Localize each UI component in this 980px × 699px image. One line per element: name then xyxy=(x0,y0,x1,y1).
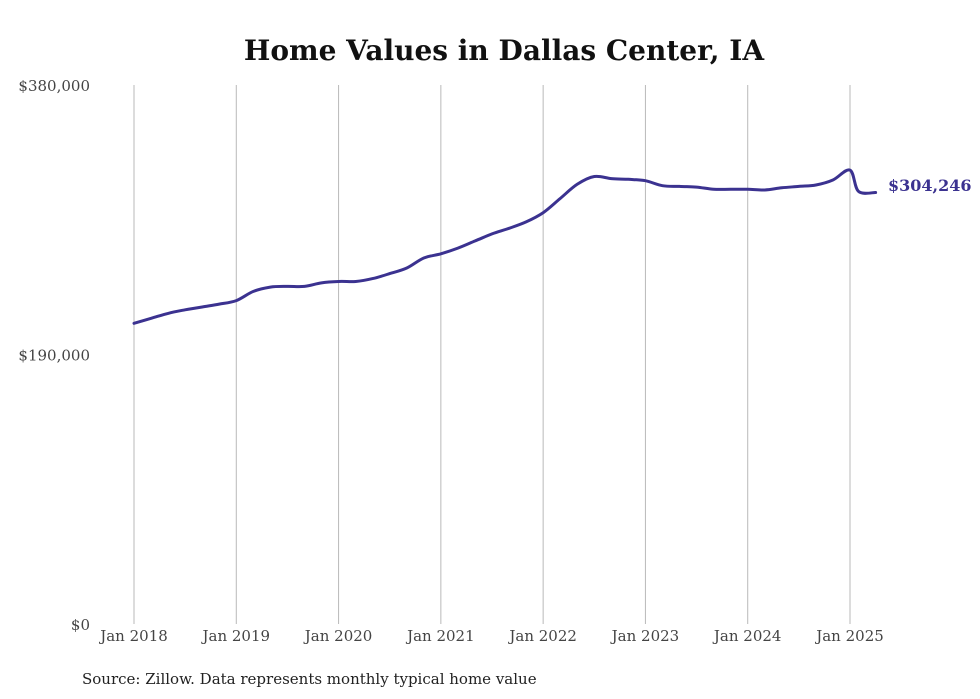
x-tick-label: Jan 2025 xyxy=(814,627,884,645)
y-tick-label: $190,000 xyxy=(18,347,90,365)
y-tick-label: $0 xyxy=(71,616,90,634)
x-tick-label: Jan 2019 xyxy=(201,627,271,645)
x-tick-label: Jan 2023 xyxy=(610,627,680,645)
y-tick-label: $380,000 xyxy=(18,77,90,95)
x-tick-label: Jan 2024 xyxy=(712,627,782,645)
source-note: Source: Zillow. Data represents monthly … xyxy=(82,670,537,688)
series-layer xyxy=(132,168,878,325)
x-tick-label: Jan 2022 xyxy=(507,627,577,645)
vertical-gridlines xyxy=(133,85,851,624)
x-tick-label: Jan 2021 xyxy=(405,627,475,645)
chart-title: Home Values in Dallas Center, IA xyxy=(244,34,766,67)
end-value-label: $304,246 xyxy=(888,176,972,195)
x-tick-label: Jan 2020 xyxy=(303,627,373,645)
x-tick-label: Jan 2018 xyxy=(98,627,168,645)
x-axis: Jan 2018 Jan 2019 Jan 2020 Jan 2021 Jan 2022… xyxy=(98,627,884,645)
y-axis: $0 $190,000 $380,000 xyxy=(18,77,90,634)
series-line xyxy=(132,168,878,325)
